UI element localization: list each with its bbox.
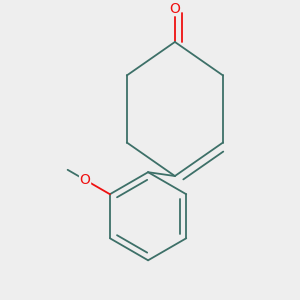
- Text: O: O: [80, 173, 91, 187]
- Text: O: O: [169, 2, 180, 16]
